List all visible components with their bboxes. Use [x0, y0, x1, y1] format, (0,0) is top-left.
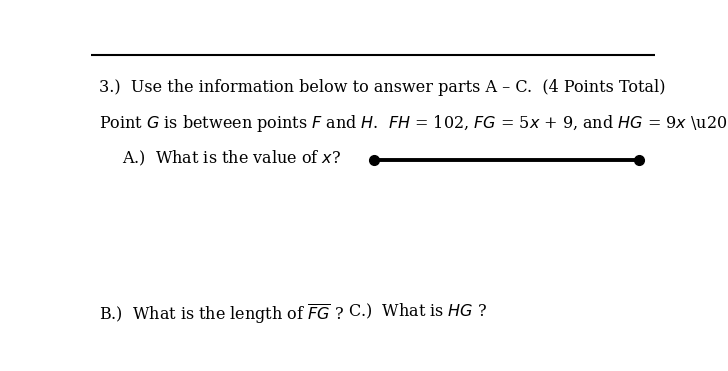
Text: B.)  What is the length of $\overline{FG}$ ?: B.) What is the length of $\overline{FG}… — [99, 302, 344, 326]
Text: A.)  What is the value of $\mathit{x}$?: A.) What is the value of $\mathit{x}$? — [122, 149, 341, 168]
Text: C.)  What is $\mathit{HG}$ ?: C.) What is $\mathit{HG}$ ? — [348, 302, 487, 321]
Text: Point $\mathit{G}$ is between points $\mathit{F}$ and $\mathit{H}$.  $\mathit{FH: Point $\mathit{G}$ is between points $\m… — [99, 113, 728, 134]
Text: 3.)  Use the information below to answer parts A – C.  (4 Points Total): 3.) Use the information below to answer … — [99, 79, 665, 96]
